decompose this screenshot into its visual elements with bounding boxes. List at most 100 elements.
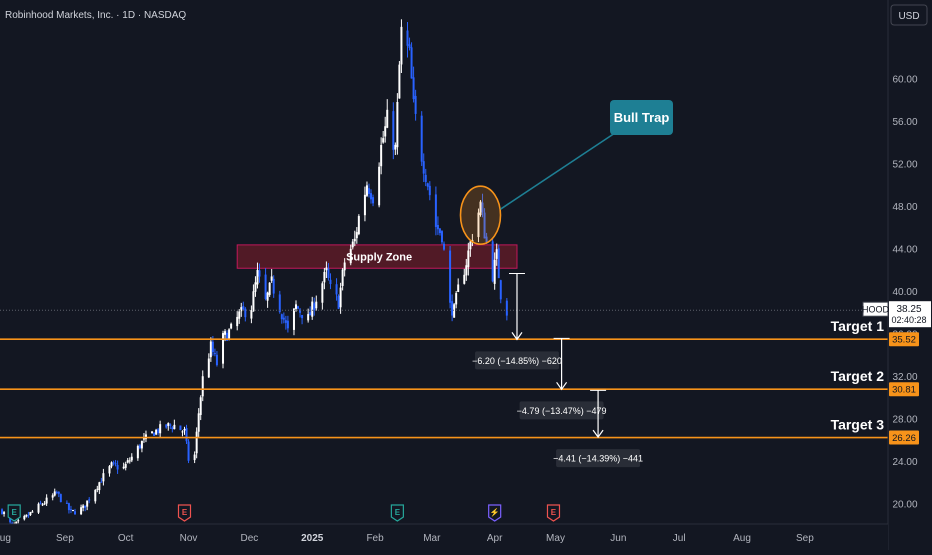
candle-body xyxy=(67,503,70,511)
candle-body xyxy=(15,521,18,524)
candle-body xyxy=(351,241,354,248)
candle-body xyxy=(187,441,190,461)
earnings-marker-icon[interactable] xyxy=(390,504,404,522)
candle-body xyxy=(71,509,74,511)
candle-body xyxy=(268,282,271,295)
price-axis-tick: 52.00 xyxy=(892,160,917,171)
time-axis-panel[interactable] xyxy=(0,524,888,550)
candle-body xyxy=(108,466,111,474)
candle-body xyxy=(94,489,97,502)
time-axis-tick: Oct xyxy=(118,533,134,544)
time-axis-tick: Sep xyxy=(56,533,74,544)
split-marker-icon[interactable] xyxy=(488,504,502,522)
candle-body xyxy=(238,311,241,319)
candle-body xyxy=(424,174,427,182)
target-price-label-2 xyxy=(889,382,919,397)
target-price-text-1: 35.52 xyxy=(892,335,916,346)
candle-body xyxy=(53,491,56,496)
candle-body xyxy=(183,429,186,431)
earnings-marker-icon[interactable] xyxy=(546,504,561,522)
hood-ticker-text: HOOD xyxy=(862,305,890,315)
candle-body xyxy=(155,429,158,435)
candle-body xyxy=(100,481,103,483)
candle-body xyxy=(140,440,143,449)
candle-body xyxy=(167,423,170,426)
candle-body xyxy=(228,329,231,339)
price-axis-tick: 20.00 xyxy=(892,500,917,511)
candle-body xyxy=(272,278,275,294)
candle-body xyxy=(209,341,212,358)
candle-body xyxy=(400,26,403,65)
candle-body xyxy=(88,499,91,501)
candle-body xyxy=(301,314,304,319)
candle-body xyxy=(499,280,502,300)
candle-body xyxy=(173,424,176,430)
currency-button[interactable]: USD xyxy=(890,4,928,26)
candle-body xyxy=(299,309,302,313)
candle-body xyxy=(96,488,99,490)
price-axis-panel[interactable] xyxy=(888,0,932,550)
bull-trap-circle[interactable] xyxy=(459,185,502,245)
candle-body xyxy=(126,460,129,463)
candle-body xyxy=(386,109,389,128)
candle-body xyxy=(353,238,356,242)
candle-body xyxy=(485,236,488,243)
candle-body xyxy=(479,201,482,216)
target-label-1: Target 1 xyxy=(831,318,885,334)
split-marker-symbol: ⚡ xyxy=(490,507,500,517)
candle-body xyxy=(363,194,366,216)
candle-body xyxy=(284,320,287,323)
candle-body xyxy=(497,248,500,279)
candle-body xyxy=(207,358,210,378)
candle-body xyxy=(130,456,133,461)
candle-body xyxy=(311,301,314,317)
candle-body xyxy=(349,248,352,264)
candle-body xyxy=(258,270,261,277)
time-axis-tick: Jul xyxy=(673,533,686,544)
candle-body xyxy=(153,432,156,436)
candle-body xyxy=(179,425,182,431)
time-axis-tick: Dec xyxy=(240,533,258,544)
candle-body xyxy=(481,202,484,213)
candle-body xyxy=(420,115,423,162)
candle-body xyxy=(65,502,68,504)
candle-body xyxy=(122,466,125,469)
earnings-marker-icon[interactable] xyxy=(7,504,21,522)
candle-body xyxy=(325,267,328,271)
candle-body xyxy=(396,102,399,148)
candle-body xyxy=(440,231,443,243)
time-axis-tick: May xyxy=(546,533,565,544)
candle-body xyxy=(337,295,340,309)
earnings-marker-icon[interactable] xyxy=(177,504,192,522)
candle-body xyxy=(128,460,131,462)
candle-body xyxy=(264,274,267,299)
bull-trap-callout[interactable] xyxy=(610,100,673,135)
candle-body xyxy=(199,397,202,415)
candle-body xyxy=(443,243,445,250)
measure-arrowhead-3 xyxy=(592,429,604,439)
current-price-label xyxy=(889,301,931,328)
candle-body xyxy=(341,269,344,286)
candle-body xyxy=(321,283,324,303)
candle-body xyxy=(367,188,370,194)
candle-body xyxy=(449,250,452,303)
supply-zone[interactable] xyxy=(236,244,518,269)
chart-header-title: Robinhood Markets, Inc. · 1D · NASDAQ xyxy=(5,10,186,21)
earnings-marker-symbol: E xyxy=(395,508,401,517)
earnings-marker-symbol: E xyxy=(12,508,18,517)
bull-trap-connector xyxy=(500,130,619,210)
time-axis-tick: Aug xyxy=(733,533,751,544)
candle-body xyxy=(315,301,318,309)
measure-label-1: −6.20 (−14.85%) −620 xyxy=(472,356,562,366)
candle-body xyxy=(412,77,415,100)
candle-body xyxy=(211,341,214,353)
candle-body xyxy=(224,331,227,335)
candle-body xyxy=(112,462,115,464)
candle-body xyxy=(98,482,101,491)
candle-body xyxy=(256,269,259,285)
candle-body xyxy=(114,463,117,465)
candle-body xyxy=(213,353,216,355)
candle-body xyxy=(84,505,87,508)
